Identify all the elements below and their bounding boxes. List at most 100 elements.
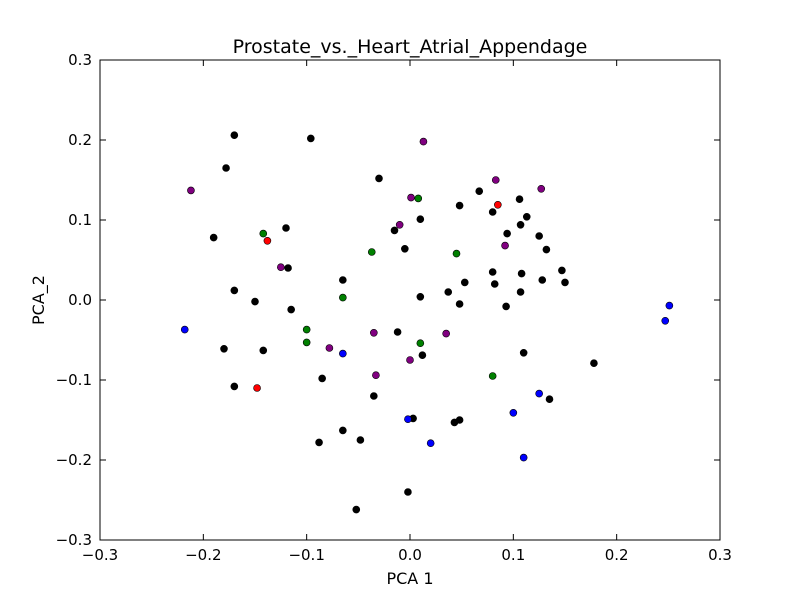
scatter-point (352, 505, 361, 514)
scatter-point (442, 329, 450, 338)
scatter-point (356, 436, 365, 444)
x-axis-label: PCA 1 (386, 569, 433, 588)
y-tick-label: 0.3 (68, 51, 92, 69)
scatter-point (367, 248, 376, 256)
scatter-point (460, 278, 469, 287)
scatter-point (393, 328, 402, 336)
y-tick-label: −0.2 (56, 451, 92, 469)
scatter-point (180, 325, 189, 334)
scatter-point (503, 229, 511, 238)
scatter-point (406, 356, 414, 364)
points-layer (180, 131, 674, 514)
scatter-point (404, 488, 412, 496)
scatter-point (590, 359, 598, 368)
scatter-point (488, 208, 497, 216)
plot-frame (99, 59, 721, 541)
scatter-point (452, 249, 461, 258)
scatter-point (494, 201, 502, 209)
scatter-point (253, 384, 261, 392)
scatter-point (502, 302, 510, 311)
scatter-point (209, 233, 218, 242)
scatter-point (339, 349, 347, 358)
ticks-layer: −0.3 −0.2 −0.1 0.0 0.1 0.2 0.3 −0.3 −0.2 −0.1 0.0 0… (56, 51, 732, 564)
scatter-point (475, 187, 484, 195)
scatter-point (455, 300, 464, 308)
scatter-point (519, 348, 528, 357)
scatter-point (230, 286, 239, 295)
scatter-point (259, 229, 268, 238)
x-tick-label: 0.0 (398, 546, 422, 564)
scatter-point (284, 264, 292, 272)
scatter-point (516, 221, 525, 229)
x-tick-label: −0.3 (82, 546, 118, 564)
scatter-point (419, 137, 428, 146)
scatter-point (282, 224, 290, 232)
y-tick-label: −0.3 (56, 531, 92, 549)
y-tick-label: 0.1 (68, 211, 92, 229)
scatter-point (339, 426, 347, 435)
scatter-point (661, 316, 670, 325)
scatter-point (545, 395, 554, 404)
scatter-point (535, 389, 543, 398)
scatter-point (558, 266, 566, 275)
scatter-point (277, 263, 285, 272)
scatter-point (488, 372, 497, 380)
scatter-point (325, 344, 334, 352)
scatter-point (444, 288, 453, 296)
scatter-point (401, 245, 409, 253)
y-tick-label: 0.0 (68, 291, 92, 309)
scatter-point (302, 338, 311, 347)
scatter-point (315, 438, 323, 447)
scatter-point (515, 195, 524, 203)
scatter-point (375, 174, 383, 183)
scatter-point (222, 164, 230, 172)
scatter-point (665, 301, 674, 310)
scatter-point (416, 215, 425, 223)
scatter-point (372, 371, 380, 380)
scatter-point (339, 293, 347, 302)
scatter-point (404, 415, 412, 424)
scatter-point (416, 292, 425, 301)
chart-title: Prostate_vs._Heart_Atrial_Appendage (233, 36, 588, 58)
y-tick-label: −0.1 (56, 371, 92, 389)
scatter-point (501, 241, 509, 250)
scatter-point (542, 245, 551, 254)
y-tick-label: 0.2 (68, 131, 92, 149)
scatter-point (251, 297, 259, 306)
scatter-point (318, 374, 326, 383)
scatter-point (302, 325, 311, 334)
x-tick-label: −0.2 (185, 546, 221, 564)
scatter-point (390, 226, 399, 235)
scatter-point (426, 439, 435, 448)
scatter-point (287, 305, 295, 314)
scatter-point (220, 344, 228, 353)
scatter-point (509, 408, 518, 417)
scatter-point (490, 280, 499, 288)
scatter-point (538, 276, 547, 284)
scatter-point (407, 193, 415, 202)
y-axis-label: PCA_2 (29, 275, 49, 325)
scatter-point (339, 276, 347, 284)
scatter-point (561, 278, 569, 287)
scatter-point (418, 351, 427, 360)
scatter-point (488, 268, 497, 276)
scatter-point (414, 194, 423, 203)
scatter-point (370, 328, 378, 337)
x-tick-label: −0.1 (288, 546, 324, 564)
scatter-point (519, 453, 528, 462)
x-tick-label: 0.2 (605, 546, 629, 564)
scatter-point (230, 382, 239, 391)
scatter-point (522, 213, 531, 221)
scatter-point (230, 131, 239, 139)
scatter-point (517, 269, 526, 278)
scatter-point (263, 237, 272, 245)
scatter-point (395, 221, 404, 229)
scatter-point (537, 185, 546, 193)
scatter-point (416, 339, 425, 348)
scatter-point (306, 134, 315, 143)
scatter-point (491, 176, 500, 184)
scatter-point (535, 232, 543, 240)
x-tick-label: 0.3 (708, 546, 732, 564)
